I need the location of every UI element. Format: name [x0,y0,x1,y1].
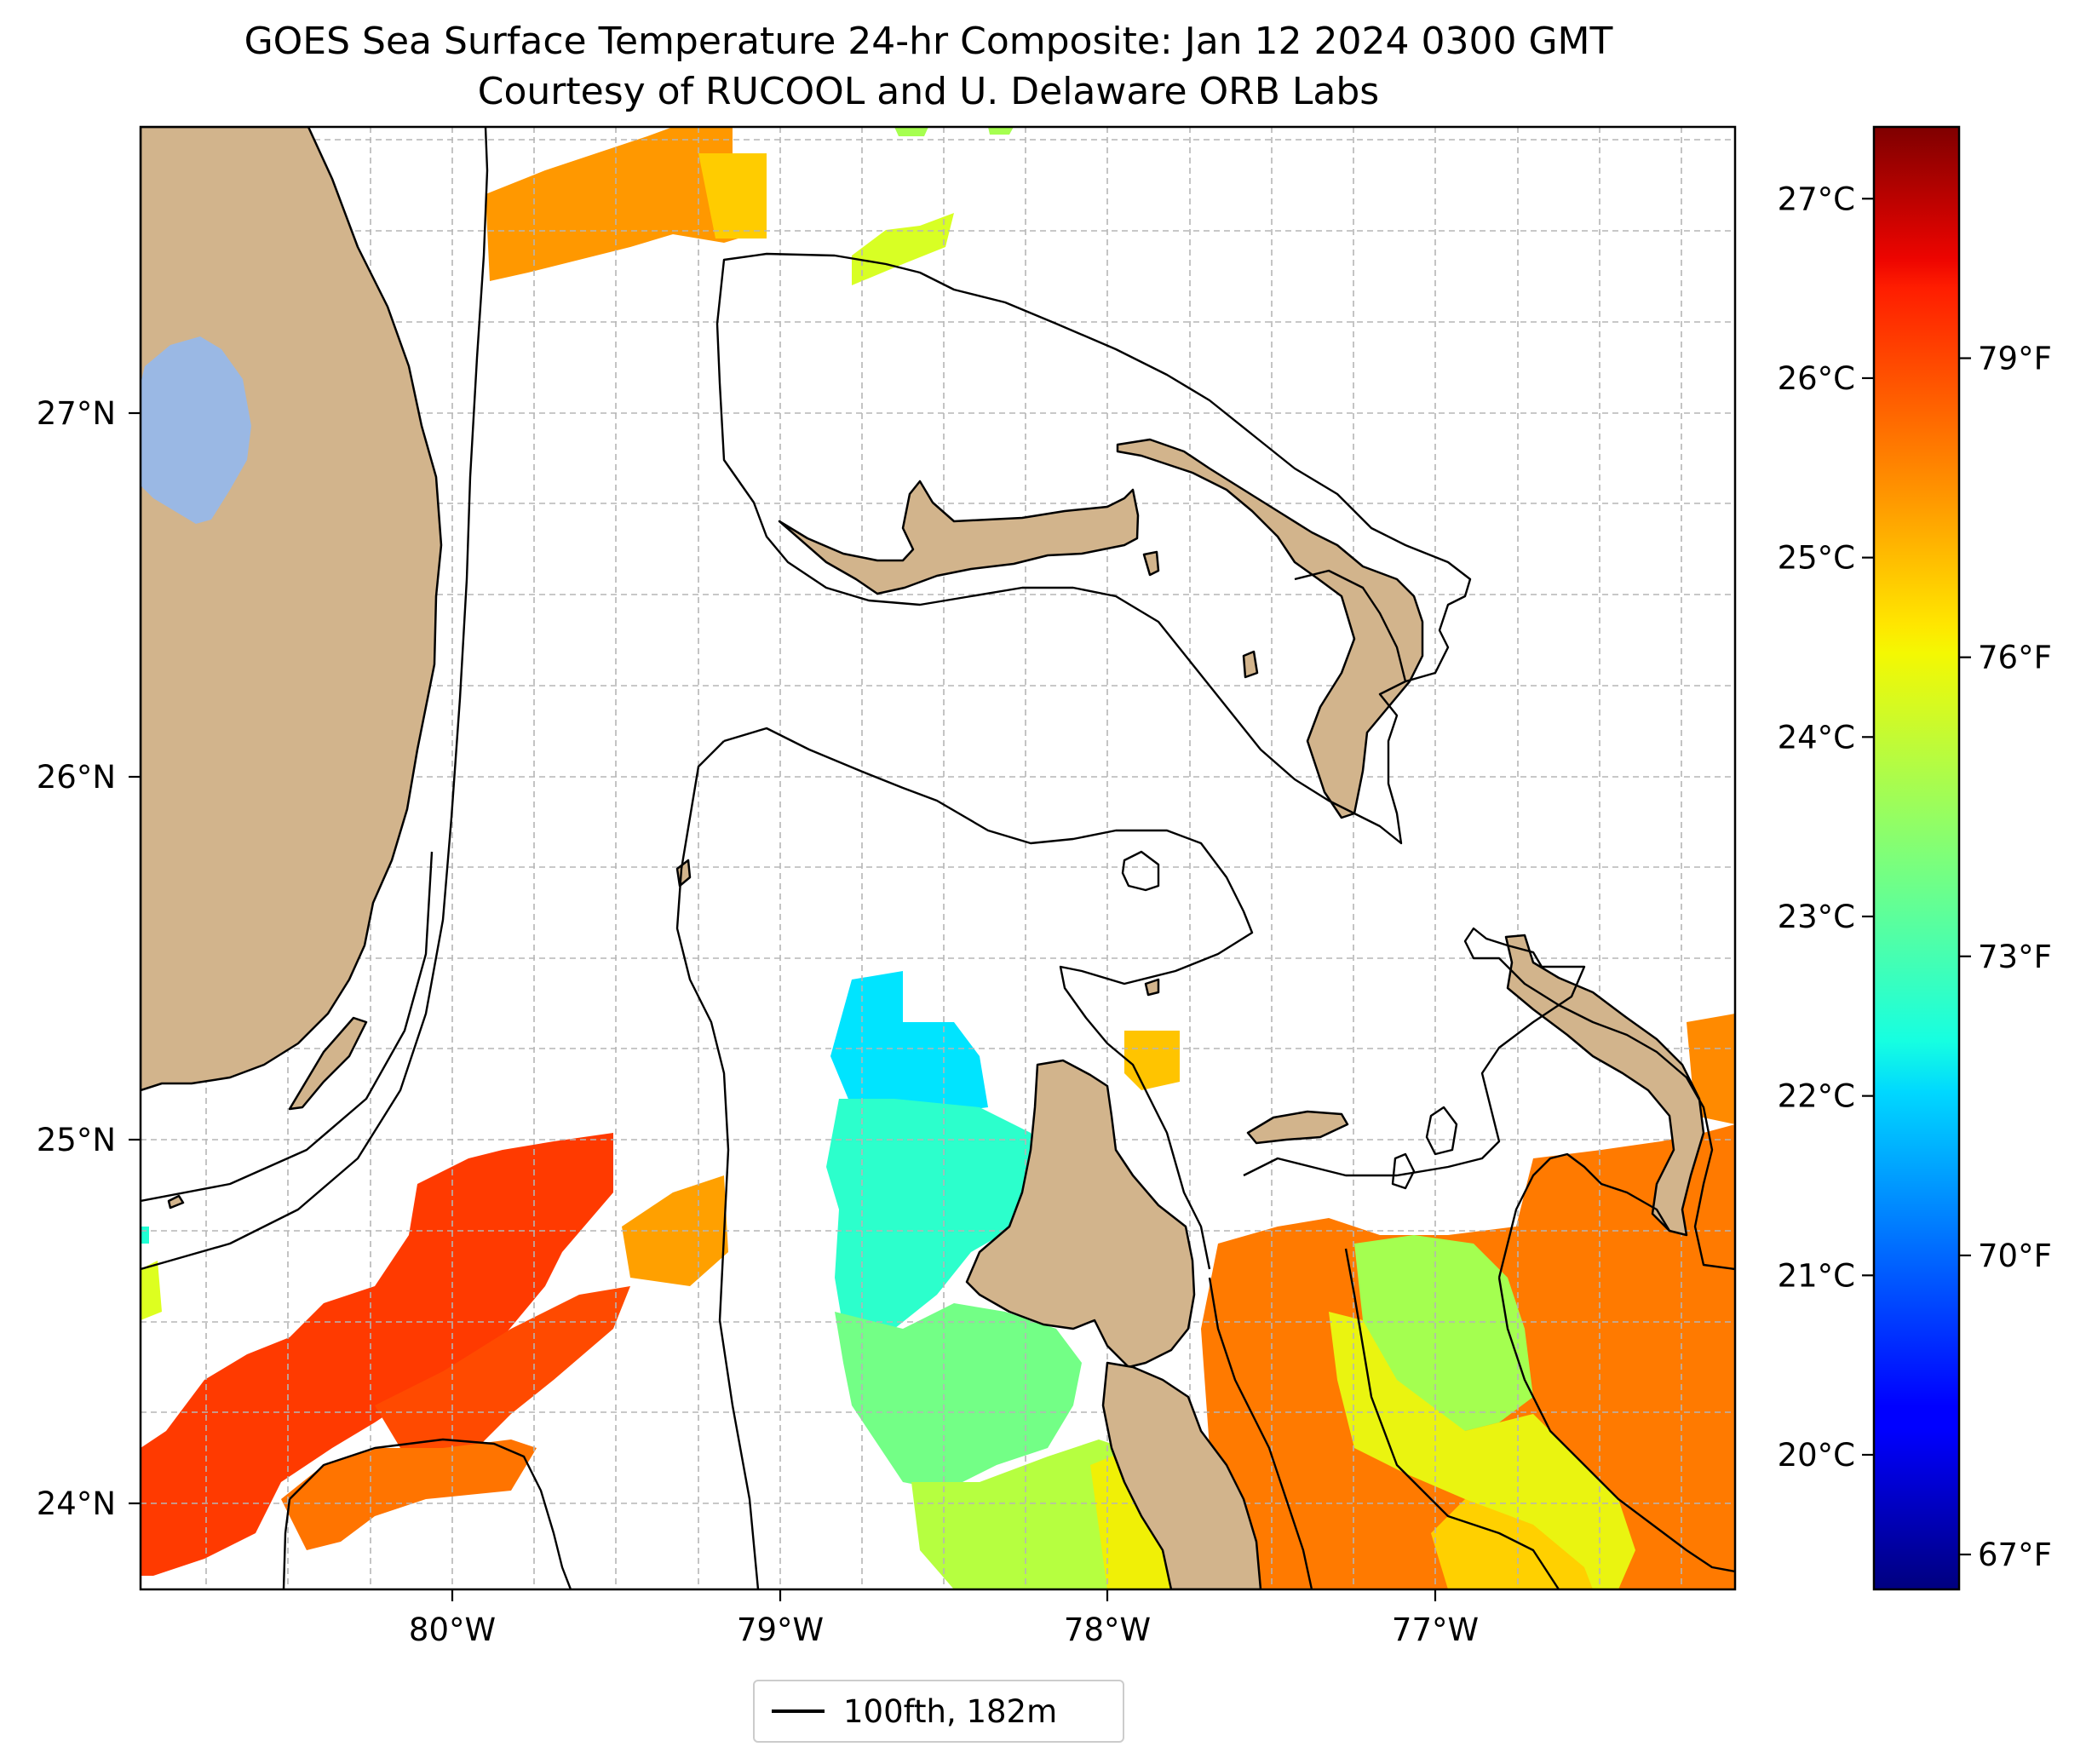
map-frame [139,125,1737,1591]
sst-patch-north-yellow [698,153,767,238]
grand-bahama [778,480,1140,595]
lat-tick-label: 24°N [37,1485,116,1522]
celsius-tick-label: 24°C [1778,719,1855,756]
legend-label: 100fth, 182m [843,1692,1058,1730]
celsius-tick-label: 21°C [1778,1257,1855,1294]
celsius-tick-label: 20°C [1778,1437,1855,1474]
andros-south [1101,1361,1262,1589]
new-providence [1246,1110,1349,1145]
lat-tick-label: 26°N [37,759,116,796]
fahrenheit-tick-label: 67°F [1978,1537,2052,1573]
lake-okeechobee [141,336,251,524]
sst-patch-west-teal [141,1227,149,1244]
isobath-legend-line [772,1709,825,1713]
florida-keys-upper [288,1016,368,1111]
lat-tick-label: 25°N [37,1122,116,1158]
fahrenheit-tick-label: 76°F [1978,640,2052,676]
abaco-cay [1142,550,1160,577]
sst-patch-sw-red2 [375,1286,630,1465]
celsius-ticks: 20°C 21°C 22°C 23°C 24°C 25°C 26°C 27°C [1778,181,1874,1474]
celsius-tick-label: 23°C [1778,899,1855,935]
celsius-tick-label: 25°C [1778,540,1855,577]
sst-patch-mid-orange2 [1124,1031,1180,1090]
lat-tick-label: 27°N [37,395,116,432]
fahrenheit-tick-label: 79°F [1978,341,2052,377]
sst-patch-cool-teal [826,1099,1048,1329]
celsius-tick-label: 27°C [1778,181,1855,217]
sst-patch-west-yellow [141,1261,162,1320]
lon-tick-label: 78°W [1064,1612,1151,1648]
lon-tick-label: 79°W [737,1612,824,1648]
sst-patch-sw-red [141,1133,613,1576]
sst-patch-north-green-tip [894,127,928,136]
berry-cay [1144,978,1160,997]
map-title: GOES Sea Surface Temperature 24-hr Compo… [244,20,1613,63]
fahrenheit-tick-label: 73°F [1978,939,2052,975]
fahrenheit-ticks: 67°F 70°F 73°F 76°F 79°F [1959,341,2052,1573]
gridlines [141,127,1735,1589]
legend: 100fth, 182m [753,1680,1124,1743]
sst-patch-sw-orange [281,1439,537,1550]
sst-patch-se-yellow2 [1431,1499,1593,1589]
florida-keys-dot [167,1194,185,1210]
celsius-tick-label: 26°C [1778,360,1855,397]
axis-ticks [129,411,1437,1601]
lat-tick-labels: 27°N 26°N 25°N 24°N [37,395,116,1522]
isobath-100fth [141,127,1735,1589]
lon-tick-label: 80°W [409,1612,496,1648]
eleuthera [1504,934,1705,1237]
abaco [1116,438,1424,819]
sst-patch-se-yellow [1329,1312,1635,1589]
fahrenheit-tick-label: 70°F [1978,1238,2052,1274]
lon-tick-label: 77°W [1392,1612,1479,1648]
sst-patch-north-green-tip2 [988,127,1014,135]
celsius-tick-label: 22°C [1778,1078,1855,1115]
sst-patch-cool-yellowgreen [911,1439,1150,1589]
sst-patch-cool-cyan [830,971,988,1116]
lon-tick-labels: 80°W 79°W 78°W 77°W [409,1612,1479,1648]
map-panel: 80°W 79°W 78°W 77°W 27°N 26°N 25°N 24°N [37,125,1737,1648]
colorbar-gradient [1872,125,1961,1591]
sst-patch-cool-green [835,1303,1082,1491]
map-subtitle: Courtesy of RUCOOL and U. Delaware ORB L… [478,70,1379,113]
andros-north [965,1059,1196,1369]
colorbar: 20°C 21°C 22°C 23°C 24°C 25°C 26°C 27°C 67°F 70°… [1778,125,2052,1591]
cay-east [1242,650,1259,679]
sst-patch-north-orange [486,127,767,281]
